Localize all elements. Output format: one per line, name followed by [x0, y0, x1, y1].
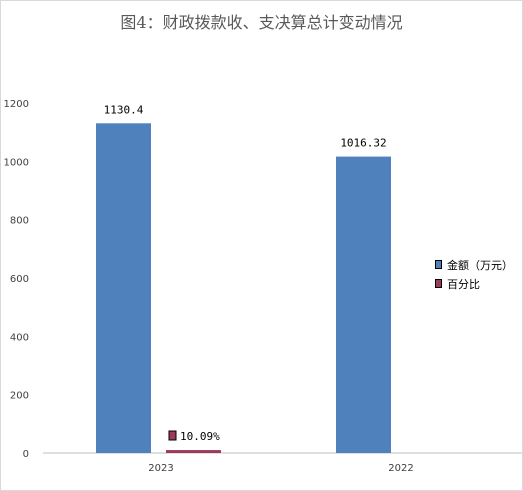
y-tick-label: 0 — [23, 449, 29, 460]
legend-swatch-amount — [435, 260, 442, 269]
x-axis-labels: 2023 2022 — [148, 463, 413, 474]
y-tick-label: 600 — [10, 274, 29, 285]
y-axis-ticks: 0 200 400 600 800 1000 1200 — [4, 99, 29, 460]
legend-label-amount: 金额（万元） — [447, 258, 513, 272]
legend-item-percent: 百分比 — [435, 274, 513, 293]
bar-percent — [166, 450, 221, 453]
data-label-amount: 1016.32 — [340, 137, 386, 150]
chart-title: 图4：财政拨款收、支决算总计变动情况 — [120, 13, 403, 32]
data-label-amount: 1130.4 — [104, 103, 144, 116]
y-tick-label: 800 — [10, 216, 29, 227]
data-label-percent: 10.09% — [180, 430, 220, 443]
legend: 金额（万元） 百分比 — [435, 255, 513, 293]
bars: 1130.4 10.09% 1016.32 — [96, 103, 391, 454]
y-tick-label: 400 — [10, 332, 29, 343]
bar-amount — [96, 123, 151, 454]
data-label-percent-key — [168, 430, 177, 441]
x-tick-label: 2022 — [388, 463, 413, 474]
x-tick-label: 2023 — [148, 463, 173, 474]
y-tick-label: 1200 — [4, 99, 29, 110]
y-tick-label: 200 — [10, 391, 29, 402]
y-tick-label: 1000 — [4, 157, 29, 168]
bar-amount — [336, 156, 391, 453]
legend-swatch-percent — [435, 279, 442, 288]
legend-item-amount: 金额（万元） — [435, 255, 513, 274]
legend-label-percent: 百分比 — [447, 277, 480, 291]
